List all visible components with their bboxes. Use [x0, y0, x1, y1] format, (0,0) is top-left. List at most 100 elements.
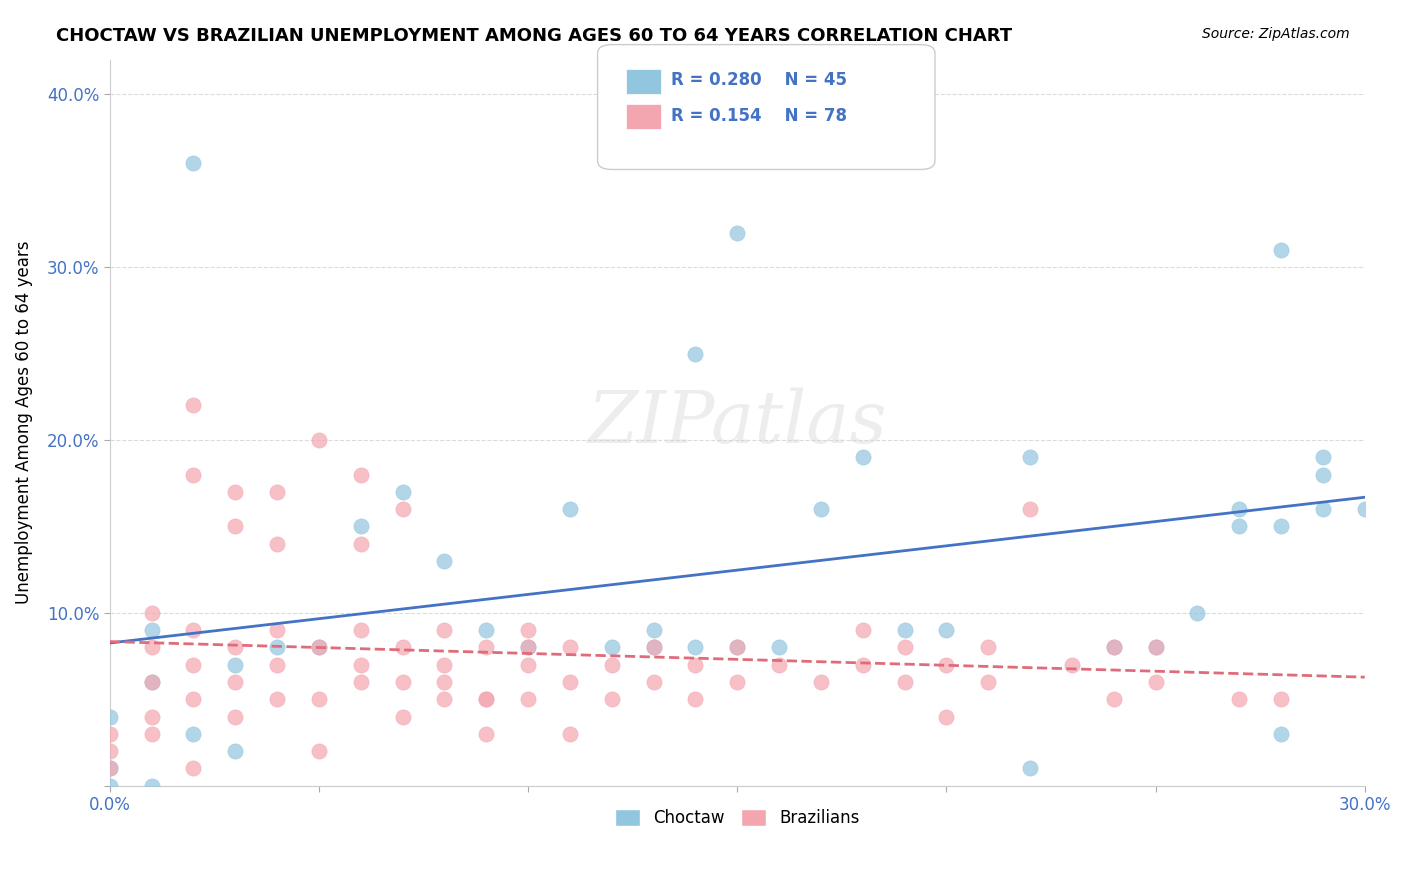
- Text: R = 0.154    N = 78: R = 0.154 N = 78: [671, 107, 846, 125]
- Point: [725, 675, 748, 690]
- Point: [1102, 640, 1125, 655]
- Point: [433, 554, 456, 568]
- Point: [935, 657, 957, 672]
- Point: [1102, 640, 1125, 655]
- Point: [1227, 692, 1250, 706]
- Point: [183, 398, 205, 412]
- Point: [1019, 502, 1042, 516]
- Point: [475, 727, 498, 741]
- Point: [183, 762, 205, 776]
- Text: ZIPatlas: ZIPatlas: [588, 387, 887, 458]
- Point: [725, 640, 748, 655]
- Legend: Choctaw, Brazilians: Choctaw, Brazilians: [606, 801, 869, 836]
- Point: [600, 640, 623, 655]
- Point: [1144, 640, 1167, 655]
- Point: [935, 709, 957, 723]
- Point: [475, 623, 498, 637]
- Point: [600, 692, 623, 706]
- Point: [852, 450, 875, 465]
- Point: [224, 640, 246, 655]
- Point: [475, 692, 498, 706]
- Point: [517, 623, 540, 637]
- Point: [1270, 692, 1292, 706]
- Point: [1060, 657, 1083, 672]
- Point: [558, 640, 581, 655]
- Point: [98, 762, 121, 776]
- Point: [768, 121, 790, 136]
- Point: [1227, 502, 1250, 516]
- Point: [391, 709, 413, 723]
- Point: [183, 692, 205, 706]
- Point: [183, 623, 205, 637]
- Point: [308, 692, 330, 706]
- Point: [98, 762, 121, 776]
- Point: [183, 657, 205, 672]
- Point: [224, 675, 246, 690]
- Point: [350, 623, 373, 637]
- Point: [1144, 675, 1167, 690]
- Point: [685, 692, 707, 706]
- Text: CHOCTAW VS BRAZILIAN UNEMPLOYMENT AMONG AGES 60 TO 64 YEARS CORRELATION CHART: CHOCTAW VS BRAZILIAN UNEMPLOYMENT AMONG …: [56, 27, 1012, 45]
- Point: [141, 675, 163, 690]
- Point: [141, 779, 163, 793]
- Point: [725, 226, 748, 240]
- Point: [558, 502, 581, 516]
- Point: [141, 640, 163, 655]
- Point: [1270, 243, 1292, 257]
- Point: [350, 675, 373, 690]
- Point: [643, 675, 665, 690]
- Point: [1227, 519, 1250, 533]
- Point: [852, 657, 875, 672]
- Point: [224, 657, 246, 672]
- Point: [141, 623, 163, 637]
- Point: [1102, 692, 1125, 706]
- Point: [183, 727, 205, 741]
- Point: [643, 640, 665, 655]
- Point: [893, 675, 915, 690]
- Point: [935, 623, 957, 637]
- Point: [98, 709, 121, 723]
- Point: [433, 692, 456, 706]
- Point: [852, 623, 875, 637]
- Point: [517, 657, 540, 672]
- Point: [266, 640, 288, 655]
- Point: [98, 779, 121, 793]
- Point: [685, 657, 707, 672]
- Point: [224, 709, 246, 723]
- Point: [558, 727, 581, 741]
- Point: [810, 675, 832, 690]
- Point: [768, 640, 790, 655]
- Point: [391, 640, 413, 655]
- Point: [224, 744, 246, 758]
- Point: [1270, 727, 1292, 741]
- Point: [768, 657, 790, 672]
- Point: [558, 675, 581, 690]
- Point: [391, 675, 413, 690]
- Point: [350, 467, 373, 482]
- Point: [600, 657, 623, 672]
- Point: [308, 640, 330, 655]
- Point: [308, 744, 330, 758]
- Point: [1187, 606, 1209, 620]
- Point: [977, 675, 1000, 690]
- Point: [433, 675, 456, 690]
- Point: [141, 606, 163, 620]
- Point: [350, 537, 373, 551]
- Point: [224, 484, 246, 499]
- Point: [893, 623, 915, 637]
- Text: R = 0.280    N = 45: R = 0.280 N = 45: [671, 71, 846, 89]
- Point: [725, 640, 748, 655]
- Point: [308, 640, 330, 655]
- Point: [810, 502, 832, 516]
- Point: [685, 640, 707, 655]
- Point: [266, 537, 288, 551]
- Point: [893, 640, 915, 655]
- Point: [977, 640, 1000, 655]
- Point: [685, 346, 707, 360]
- Y-axis label: Unemployment Among Ages 60 to 64 years: Unemployment Among Ages 60 to 64 years: [15, 241, 32, 605]
- Text: Source: ZipAtlas.com: Source: ZipAtlas.com: [1202, 27, 1350, 41]
- Point: [308, 433, 330, 447]
- Point: [475, 692, 498, 706]
- Point: [141, 727, 163, 741]
- Point: [433, 657, 456, 672]
